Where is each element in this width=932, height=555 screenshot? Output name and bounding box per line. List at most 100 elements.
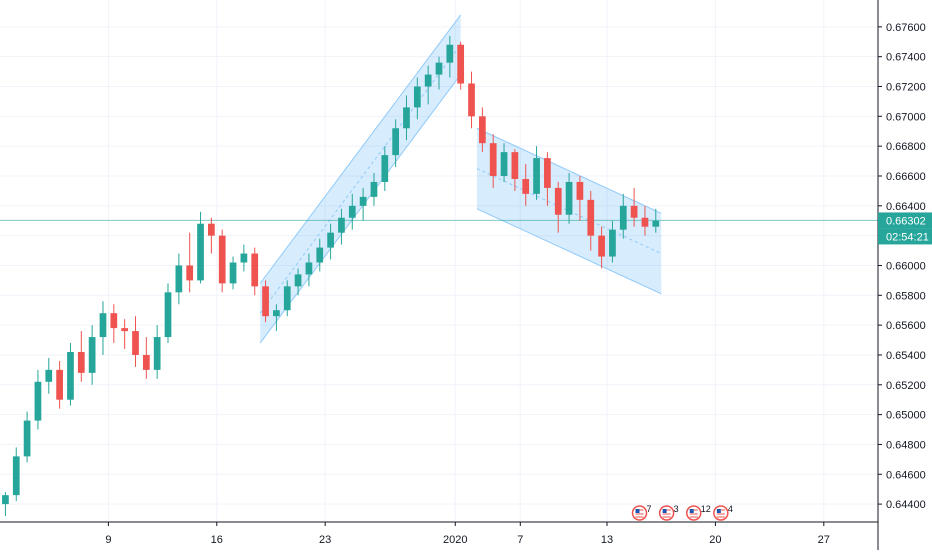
- candle-body: [598, 235, 605, 257]
- candle: [522, 164, 530, 206]
- us-flag-icon[interactable]: 12: [685, 504, 711, 521]
- us-flag-icon[interactable]: 4: [713, 504, 733, 521]
- candle: [45, 357, 53, 394]
- candle: [164, 283, 172, 344]
- candle: [77, 331, 85, 382]
- price-tick-label: 0.64400: [886, 499, 926, 511]
- time-tick-label: 9: [105, 534, 111, 546]
- candle-body: [533, 158, 540, 194]
- price-tick-label: 0.65600: [886, 320, 926, 332]
- candle-body: [99, 313, 107, 338]
- channel-median-line: [259, 44, 462, 314]
- candle-body: [77, 351, 85, 373]
- candle: [446, 35, 454, 78]
- candle: [587, 190, 595, 251]
- candle: [121, 319, 129, 349]
- candle-body: [153, 337, 161, 370]
- candle: [229, 256, 237, 290]
- candle: [12, 447, 20, 502]
- candle-body: [273, 310, 280, 317]
- candle: [240, 244, 248, 272]
- flag-canton: [662, 509, 667, 513]
- candle-body: [23, 420, 31, 457]
- candle: [34, 369, 42, 430]
- candle-body: [218, 235, 226, 284]
- candle: [305, 253, 313, 287]
- candle-body: [283, 286, 291, 311]
- candle: [175, 253, 183, 305]
- candle-body: [511, 152, 519, 179]
- flag-canton: [635, 509, 640, 513]
- candle: [327, 223, 334, 260]
- channel-lower-line: [259, 74, 462, 344]
- candle: [273, 304, 280, 332]
- us-flag-icon[interactable]: 7: [631, 504, 652, 521]
- price-tick-label: 0.65200: [886, 380, 926, 392]
- candle: [468, 71, 475, 129]
- price-tick-label: 0.65000: [886, 410, 926, 422]
- candle-body: [175, 265, 183, 293]
- flag-canton: [716, 509, 721, 513]
- candle-body: [110, 313, 118, 329]
- candle-body: [294, 274, 302, 287]
- time-tick-label: 7: [517, 534, 523, 546]
- candle: [153, 325, 161, 379]
- candle: [500, 143, 508, 182]
- candle-body: [489, 143, 497, 176]
- price-tick-label: 0.67600: [886, 22, 926, 34]
- candle-body: [338, 217, 345, 233]
- time-tick-label: 2020: [443, 534, 467, 546]
- candle-body: [576, 181, 584, 200]
- candle-body: [403, 107, 410, 129]
- candle: [413, 77, 421, 120]
- candle-body: [457, 44, 465, 84]
- time-tick-label: 16: [211, 534, 223, 546]
- candle-body: [413, 86, 421, 108]
- candle-body: [121, 328, 129, 332]
- event-count: 4: [728, 504, 733, 514]
- channel-upper-line: [476, 127, 662, 214]
- candle: [186, 232, 194, 293]
- candle: [652, 208, 660, 233]
- candle: [381, 146, 389, 191]
- candle: [478, 107, 486, 153]
- candle: [511, 149, 519, 191]
- candle-body: [424, 74, 432, 87]
- candle: [218, 229, 226, 293]
- candle-body: [609, 229, 616, 257]
- candle-body: [208, 223, 215, 236]
- candle: [197, 211, 204, 284]
- candle-body: [370, 181, 378, 197]
- time-tick-label: 23: [319, 534, 331, 546]
- candle: [489, 134, 497, 188]
- price-tick-label: 0.65800: [886, 290, 926, 302]
- price-tick-label: 0.65400: [886, 350, 926, 362]
- candle-body: [240, 253, 248, 263]
- candle-body: [197, 223, 204, 281]
- candle: [609, 220, 616, 263]
- candle: [619, 193, 627, 239]
- candle-body: [544, 158, 551, 188]
- candle: [435, 56, 443, 90]
- candle: [403, 95, 410, 141]
- channel-upper-line: [259, 14, 462, 284]
- candle-body: [652, 220, 660, 227]
- candle: [67, 343, 74, 406]
- candle-body: [565, 181, 573, 215]
- candle: [316, 238, 324, 272]
- price-tick-label: 0.67000: [886, 111, 926, 123]
- candle-body: [88, 337, 96, 373]
- candle-body: [327, 232, 334, 248]
- candle: [565, 173, 573, 224]
- us-flag-icon[interactable]: 3: [658, 504, 679, 521]
- candle-body: [229, 262, 237, 284]
- flag-canton: [689, 509, 694, 513]
- candle: [283, 280, 291, 317]
- current-price-label: 0.66302: [886, 215, 926, 227]
- candle-body: [641, 217, 649, 227]
- candle-body: [630, 205, 638, 218]
- current-price-tag: [878, 212, 932, 229]
- candle-body: [132, 331, 139, 355]
- candle: [392, 119, 400, 168]
